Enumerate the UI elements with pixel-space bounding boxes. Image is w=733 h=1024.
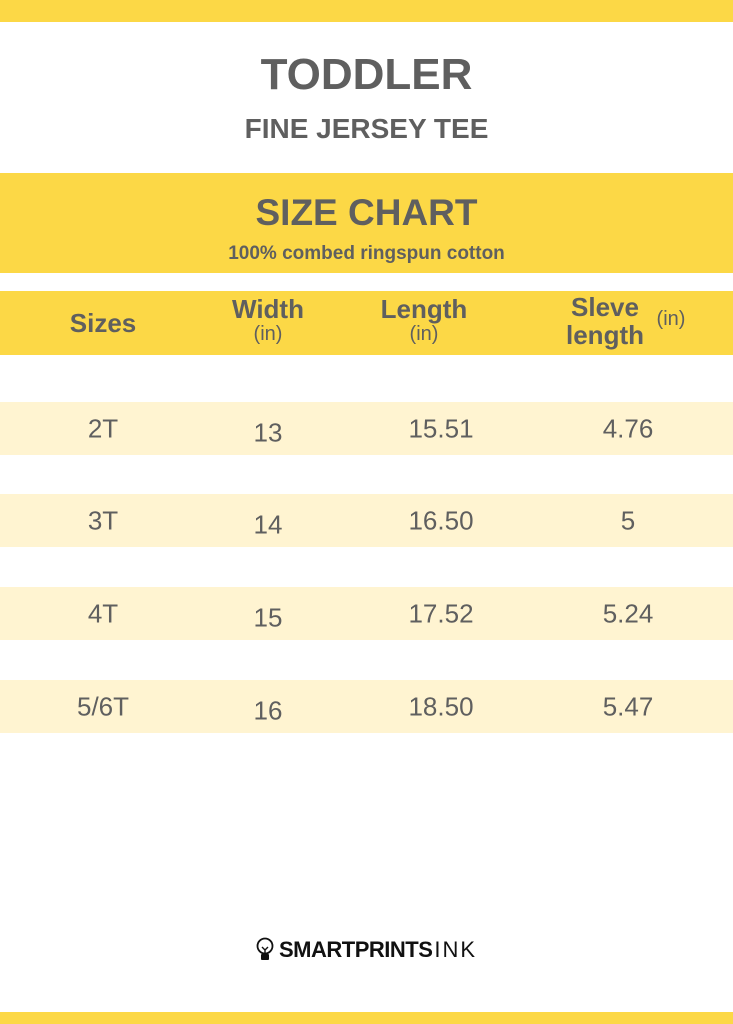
size-cell: 5/6T bbox=[76, 691, 130, 721]
sleeve-cell: 4.76 bbox=[602, 413, 654, 443]
lightbulb-icon bbox=[256, 937, 274, 960]
page-title: TODDLER bbox=[260, 50, 473, 99]
sleeve-cell: 5.47 bbox=[602, 691, 654, 721]
width-cell: 14 bbox=[253, 509, 283, 539]
brand-logo: SMARTPRINTS INK bbox=[256, 937, 477, 963]
length-cell: 15.51 bbox=[408, 413, 474, 443]
table-row: 2T 13 15.51 4.76 bbox=[0, 402, 733, 455]
size-cell: 4T bbox=[87, 598, 119, 628]
header-sleeve-label-2: length bbox=[566, 320, 644, 350]
bottom-bar bbox=[0, 1012, 733, 1024]
width-cell: 16 bbox=[253, 695, 283, 725]
table-row: 4T 15 17.52 5.24 bbox=[0, 587, 733, 640]
header-width-label: Width bbox=[232, 294, 304, 324]
size-cell: 3T bbox=[87, 505, 119, 535]
header-length-unit: (in) bbox=[409, 323, 439, 345]
logo-light-text: INK bbox=[434, 937, 478, 962]
header-sizes: Sizes bbox=[69, 308, 137, 338]
header-width: Width (in) bbox=[232, 295, 304, 345]
width-cell: 15 bbox=[253, 602, 283, 632]
header-length: Length (in) bbox=[381, 295, 468, 345]
width-cell: 13 bbox=[253, 417, 283, 447]
length-cell: 16.50 bbox=[408, 505, 474, 535]
material-text: 100% combed ringspun cotton bbox=[228, 243, 505, 264]
sleeve-cell: 5.24 bbox=[602, 598, 654, 628]
top-bar bbox=[0, 0, 733, 22]
header-width-unit: (in) bbox=[253, 323, 283, 345]
header-sleeve-unit: (in) bbox=[656, 308, 686, 330]
sleeve-cell: 5 bbox=[620, 505, 636, 535]
size-chart-band: SIZE CHART 100% combed ringspun cotton bbox=[0, 173, 733, 273]
table-row: 5/6T 16 18.50 5.47 bbox=[0, 680, 733, 733]
length-cell: 18.50 bbox=[408, 691, 474, 721]
length-cell: 17.52 bbox=[408, 598, 474, 628]
size-cell: 2T bbox=[87, 413, 119, 443]
page-subtitle: FINE JERSEY TEE bbox=[244, 113, 489, 144]
table-row: 3T 14 16.50 5 bbox=[0, 494, 733, 547]
size-chart-title: SIZE CHART bbox=[255, 192, 478, 233]
header-sleeve: Sleve length bbox=[566, 293, 644, 349]
table-header: Sizes Width (in) Length (in) Sleve lengt… bbox=[0, 291, 733, 355]
header-sleeve-label-1: Sleve bbox=[571, 292, 639, 322]
logo-bold-text: SMARTPRINTS bbox=[279, 937, 433, 962]
header-length-label: Length bbox=[380, 294, 468, 324]
